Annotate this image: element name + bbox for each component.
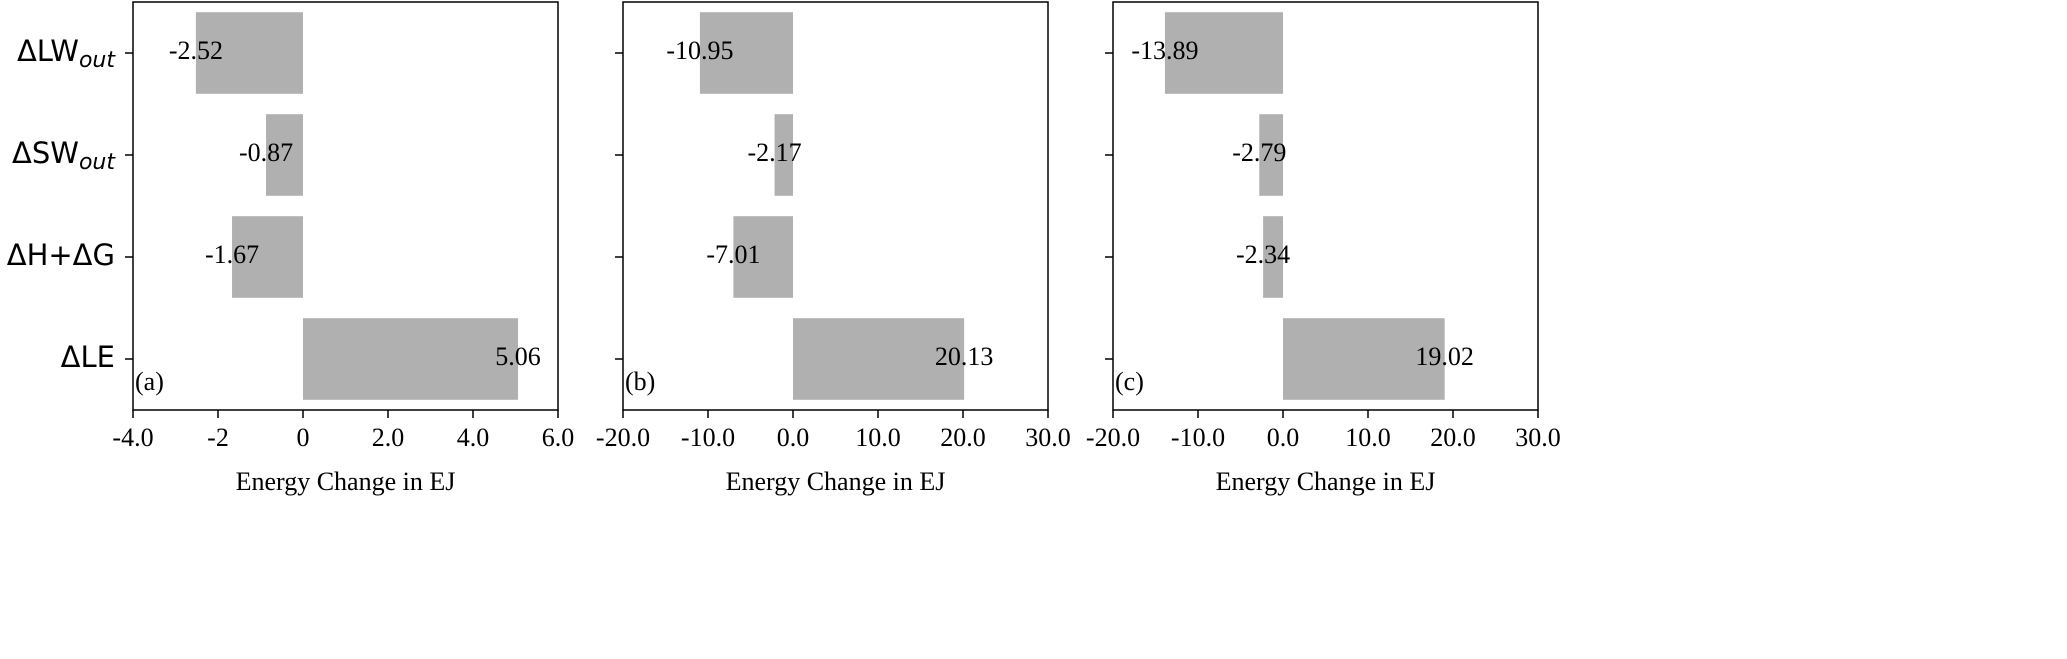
category-name: ΔSW — [12, 136, 79, 170]
y-tick-label: ΔLE — [61, 340, 115, 374]
bar — [266, 114, 303, 196]
data-label: 5.06 — [495, 342, 541, 371]
x-axis-label: Energy Change in EJ — [726, 467, 946, 496]
bar — [733, 216, 793, 298]
bar — [1283, 318, 1445, 400]
bar — [1259, 114, 1283, 196]
data-label: -13.89 — [1131, 36, 1198, 65]
x-tick-label: 2.0 — [372, 423, 405, 452]
bar — [232, 216, 303, 298]
x-tick-label: 20.0 — [940, 423, 986, 452]
x-tick-label: 0.0 — [1267, 423, 1300, 452]
category-name: ΔLW — [17, 34, 79, 68]
panel-label: (a) — [135, 367, 164, 396]
x-tick-label: 30.0 — [1025, 423, 1071, 452]
x-tick-label: 0.0 — [777, 423, 810, 452]
axes-frame — [622, 1, 1049, 411]
bar — [699, 12, 793, 94]
bar — [303, 318, 519, 400]
data-label: 20.13 — [935, 342, 994, 371]
x-tick-label: -4.0 — [112, 423, 153, 452]
y-tick-label: ΔH+ΔG — [7, 238, 115, 272]
data-label: 19.02 — [1415, 342, 1474, 371]
bar — [195, 12, 303, 94]
x-tick-label: 10.0 — [855, 423, 901, 452]
axes-frame — [1112, 1, 1539, 411]
x-axis-label: Energy Change in EJ — [236, 467, 456, 496]
data-label: -7.01 — [706, 240, 760, 269]
y-tick-label: ΔSWout — [12, 136, 116, 175]
x-tick-label: 10.0 — [1345, 423, 1391, 452]
data-label: -2.17 — [747, 138, 801, 167]
x-tick-label: 30.0 — [1515, 423, 1561, 452]
data-label: -2.34 — [1236, 240, 1290, 269]
panel-label: (b) — [625, 367, 655, 396]
data-label: -0.87 — [239, 138, 293, 167]
x-tick-label: -20.0 — [596, 423, 650, 452]
data-label: -10.95 — [666, 36, 733, 65]
x-tick-label: 20.0 — [1430, 423, 1476, 452]
bar — [774, 114, 793, 196]
x-tick-label: -2 — [207, 423, 229, 452]
bar — [793, 318, 965, 400]
x-tick-label: -20.0 — [1086, 423, 1140, 452]
data-label: -2.52 — [169, 36, 223, 65]
bar — [1263, 216, 1283, 298]
x-tick-label: 4.0 — [457, 423, 490, 452]
category-name: ΔH+ΔG — [7, 238, 115, 272]
x-tick-label: -10.0 — [681, 423, 735, 452]
category-name: ΔLE — [61, 340, 115, 374]
axes-frame — [132, 1, 559, 411]
y-tick-label: ΔLWout — [17, 34, 116, 73]
x-tick-label: 0 — [297, 423, 310, 452]
x-axis-label: Energy Change in EJ — [1216, 467, 1436, 496]
bar — [1164, 12, 1283, 94]
data-label: -2.79 — [1232, 138, 1286, 167]
category-subscript: out — [79, 48, 116, 73]
data-label: -1.67 — [205, 240, 259, 269]
x-tick-label: 6.0 — [542, 423, 575, 452]
panel-label: (c) — [1115, 367, 1144, 396]
x-tick-label: -10.0 — [1171, 423, 1225, 452]
category-subscript: out — [79, 150, 116, 175]
